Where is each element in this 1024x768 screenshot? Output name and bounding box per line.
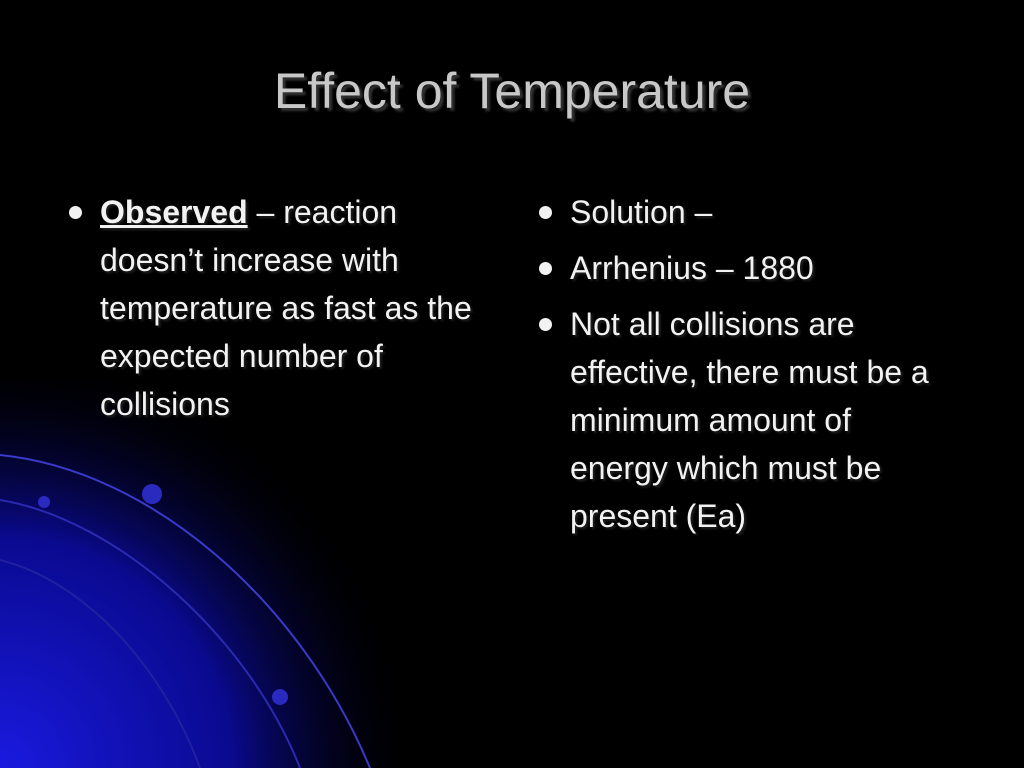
dot — [142, 484, 162, 504]
dot — [38, 496, 50, 508]
right-bullets: Solution – Arrhenius – 1880 Not all coll… — [539, 188, 945, 548]
slide-title: Effect of Temperature — [273, 63, 751, 119]
bullet: Solution – — [539, 188, 945, 236]
dot — [272, 689, 288, 705]
left-bullets: Observed – reaction doesn’t increase wit… — [69, 188, 485, 436]
arc — [0, 454, 371, 768]
bullet-term: Observed — [100, 194, 248, 230]
arc — [0, 559, 201, 768]
glow — [0, 380, 480, 768]
bullet: Observed – reaction doesn’t increase wit… — [69, 188, 485, 428]
bullet: Arrhenius – 1880 — [539, 244, 945, 292]
bullet-text: – reaction doesn’t increase with tempera… — [100, 194, 472, 422]
arc — [0, 499, 301, 768]
bullet: Not all collisions are effective, there … — [539, 300, 945, 540]
